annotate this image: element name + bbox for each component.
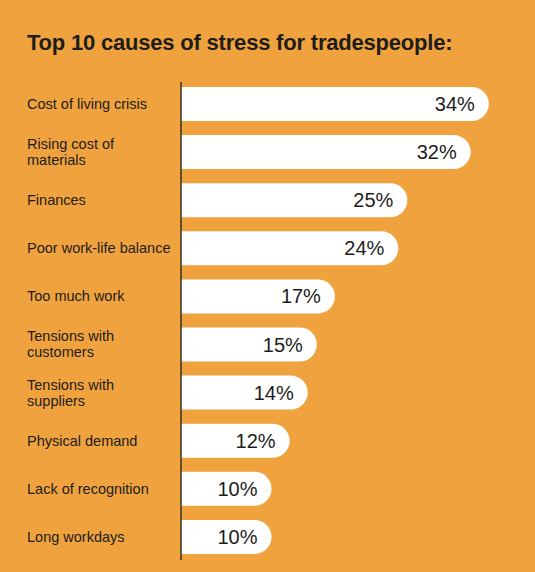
bar [181, 520, 272, 554]
chart: 34% 32% 25% 24% 17% 15% 14% 12% 10% 10% [0, 0, 535, 572]
bar [181, 87, 489, 121]
category-label: Rising cost of materials [27, 136, 175, 168]
title: Top 10 causes of stress for tradespeople… [27, 30, 452, 56]
data-label: 32% [417, 141, 457, 163]
data-label: 10% [218, 478, 258, 500]
category-label: Physical demand [27, 433, 137, 449]
page: {"chart_data": {"type": "bar", "title": … [0, 0, 535, 572]
data-label: 34% [435, 93, 475, 115]
data-labels: 34% 32% 25% 24% 17% 15% 14% 12% 10% 10% [218, 93, 476, 548]
category-label: Poor work-life balance [27, 240, 170, 256]
bars [181, 87, 489, 554]
bar [181, 472, 272, 506]
data-label: 10% [218, 526, 258, 548]
data-label: 14% [254, 382, 294, 404]
category-row: Physical demand [27, 417, 175, 465]
category-label: Cost of living crisis [27, 96, 147, 112]
bar [181, 376, 308, 410]
category-label: Lack of recognition [27, 481, 149, 497]
category-row: Tensions with customers [27, 320, 175, 368]
bar [181, 328, 317, 362]
bar [181, 135, 471, 169]
bar [181, 279, 335, 313]
category-row: Poor work-life balance [27, 224, 175, 272]
axis-line [180, 82, 182, 560]
data-label: 24% [344, 237, 384, 259]
bar [181, 424, 290, 458]
category-row: Finances [27, 176, 175, 224]
category-label: Too much work [27, 288, 125, 304]
category-label: Long workdays [27, 529, 125, 545]
category-row: Long workdays [27, 513, 175, 561]
category-row: Too much work [27, 272, 175, 320]
category-row: Rising cost of materials [27, 128, 175, 176]
data-label: 25% [353, 189, 393, 211]
data-label: 12% [236, 430, 276, 452]
category-row: Tensions with suppliers [27, 369, 175, 417]
category-label: Tensions with suppliers [27, 377, 175, 409]
category-row: Lack of recognition [27, 465, 175, 513]
bar [181, 231, 398, 265]
category-label: Finances [27, 192, 86, 208]
category-label: Tensions with customers [27, 328, 175, 360]
data-label: 17% [281, 285, 321, 307]
category-row: Cost of living crisis [27, 80, 175, 128]
bar [181, 183, 407, 217]
data-label: 15% [263, 334, 303, 356]
